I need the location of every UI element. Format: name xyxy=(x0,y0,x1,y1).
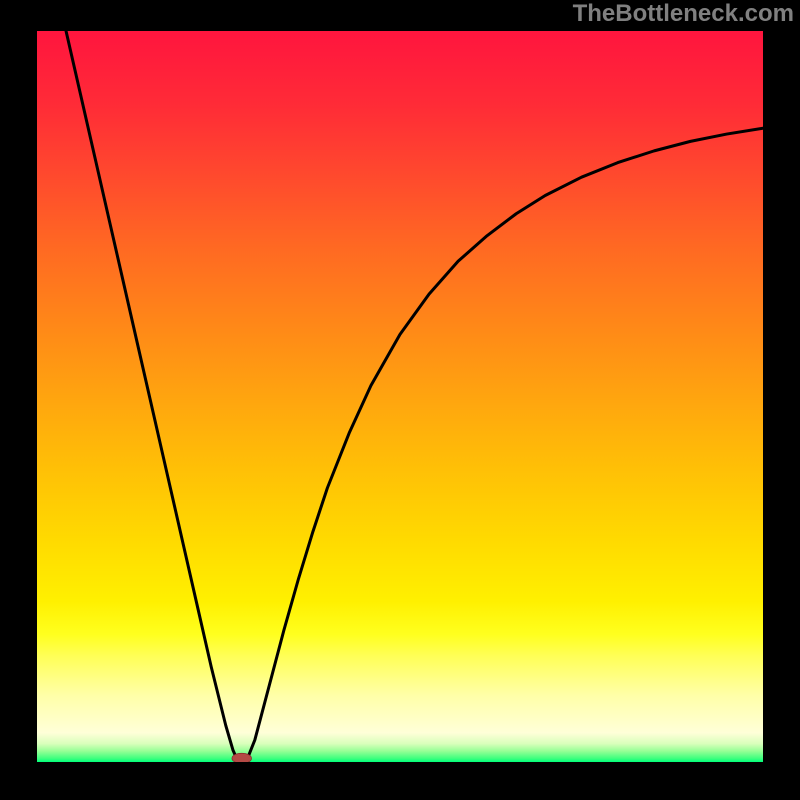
gradient-background xyxy=(37,31,763,762)
minimum-marker xyxy=(232,753,252,762)
plot-area xyxy=(37,31,763,762)
plot-svg xyxy=(37,31,763,762)
figure: TheBottleneck.com xyxy=(0,0,800,800)
watermark-text: TheBottleneck.com xyxy=(573,0,794,28)
